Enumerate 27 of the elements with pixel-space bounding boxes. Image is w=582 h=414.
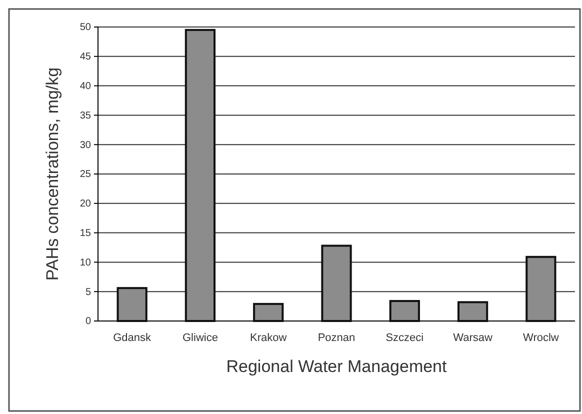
y-tick-label: 5 <box>85 286 92 298</box>
y-tick-label: 45 <box>80 52 92 63</box>
y-tick-label: 25 <box>80 169 92 180</box>
bar <box>526 256 556 322</box>
x-tick-label: Szczeci <box>386 332 424 344</box>
x-tick-label: Gliwice <box>182 332 218 344</box>
y-tick-label: 35 <box>80 110 92 122</box>
x-axis-title: Regional Water Management <box>226 357 448 376</box>
y-tick-label: 30 <box>80 140 92 151</box>
y-tick-label: 10 <box>80 257 92 268</box>
x-tick-label: Krakow <box>250 332 287 344</box>
y-tick-label: 40 <box>80 81 92 92</box>
bar <box>389 300 420 322</box>
bar <box>457 301 488 322</box>
x-tick-label: Wroclw <box>523 332 559 344</box>
bar <box>116 287 148 322</box>
bar <box>253 302 284 322</box>
bar <box>321 244 352 322</box>
x-tick-label: Poznan <box>318 332 356 344</box>
y-tick-label: 20 <box>80 198 92 210</box>
y-tick-label: 15 <box>80 228 92 239</box>
x-tick-label: Warsaw <box>453 332 492 344</box>
y-tick-label: 0 <box>85 316 92 328</box>
y-tick-label: 50 <box>80 22 92 34</box>
x-tick-label: Gdansk <box>113 332 152 344</box>
y-axis-title: PAHs concentrations, mg/kg <box>43 67 62 281</box>
bar <box>184 28 216 322</box>
